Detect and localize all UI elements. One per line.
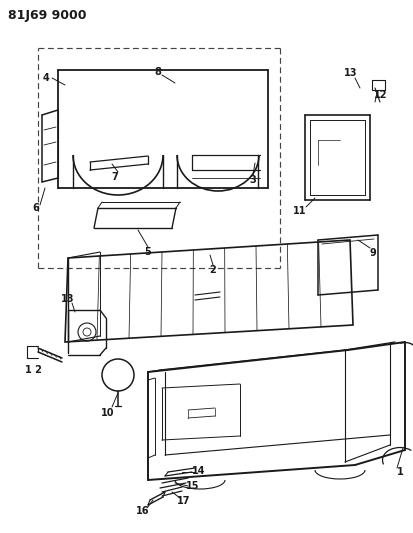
Text: 1: 1 xyxy=(396,467,402,477)
Text: 1 2: 1 2 xyxy=(24,365,41,375)
Text: 17: 17 xyxy=(177,496,190,506)
Text: 16: 16 xyxy=(136,506,150,516)
Text: 5: 5 xyxy=(144,247,151,257)
Text: 2: 2 xyxy=(209,265,216,275)
Text: 13: 13 xyxy=(344,68,357,78)
Text: 14: 14 xyxy=(192,466,205,476)
Text: 10: 10 xyxy=(101,408,114,418)
Text: 6: 6 xyxy=(33,203,39,213)
Text: 81J69 9000: 81J69 9000 xyxy=(8,9,86,21)
Text: 7: 7 xyxy=(112,172,118,182)
Text: 8: 8 xyxy=(154,67,161,77)
Text: 13: 13 xyxy=(61,294,75,304)
Text: 15: 15 xyxy=(186,481,199,491)
Text: 11: 11 xyxy=(292,206,306,216)
Text: 3: 3 xyxy=(249,175,256,185)
Text: 9: 9 xyxy=(369,248,375,258)
Text: 12: 12 xyxy=(373,90,387,100)
Text: 4: 4 xyxy=(43,73,49,83)
